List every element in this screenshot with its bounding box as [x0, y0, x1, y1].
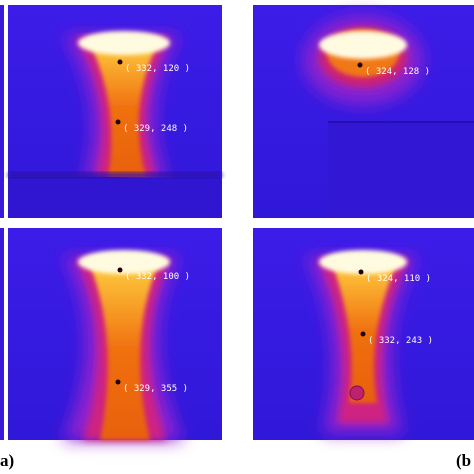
measure-point — [115, 379, 121, 385]
measure-point — [117, 267, 123, 273]
thermal-panel: ( 332, 100 ) ( 329, 355 ) — [8, 228, 222, 440]
edge-sliver — [0, 228, 4, 440]
point-label: ( 324, 110 ) — [366, 274, 431, 284]
point-label: ( 329, 355 ) — [123, 384, 188, 394]
thermal-panel: ( 324, 110 ) ( 332, 243 ) — [253, 228, 474, 440]
measure-point — [358, 269, 364, 275]
edge-sliver — [0, 5, 4, 218]
panel-caption: (b — [456, 451, 471, 470]
measure-point — [360, 331, 366, 337]
point-label: ( 329, 248 ) — [123, 124, 188, 134]
measure-point — [357, 62, 363, 68]
measure-point — [117, 59, 123, 65]
thermal-panel: ( 332, 120 ) ( 329, 248 ) — [8, 5, 222, 218]
point-label: ( 332, 243 ) — [368, 336, 433, 346]
measure-point — [115, 119, 121, 125]
thermal-panel: ( 324, 128 ) — [253, 5, 474, 218]
point-label: ( 332, 100 ) — [125, 272, 190, 282]
point-label: ( 332, 120 ) — [125, 64, 190, 74]
point-label: ( 324, 128 ) — [365, 67, 430, 77]
panel-caption: a) — [0, 451, 14, 470]
